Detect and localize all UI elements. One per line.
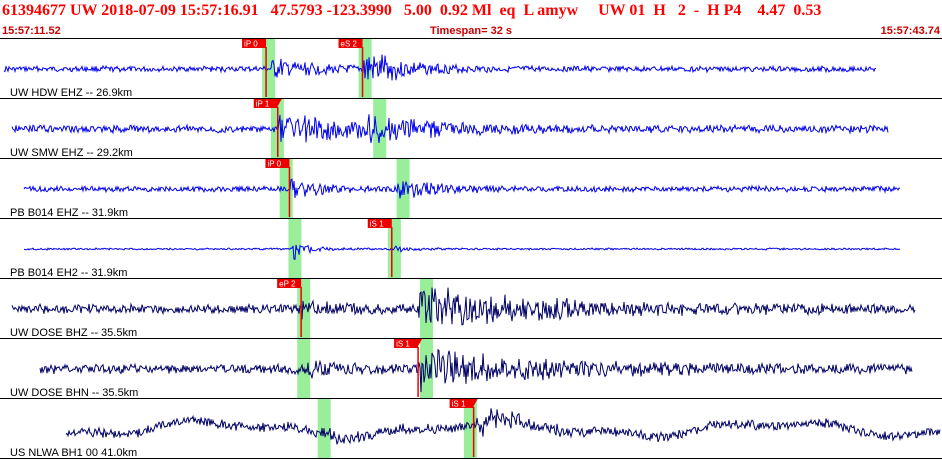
start-time: 15:57:11.52 bbox=[2, 25, 61, 37]
channel-label: UW HDW EHZ -- 26.9km bbox=[10, 87, 132, 99]
top-divider bbox=[0, 38, 942, 39]
waveform-trace bbox=[65, 408, 941, 445]
pick-label: iS 1 bbox=[370, 220, 384, 229]
pick-label-box[interactable] bbox=[265, 159, 290, 168]
channel-panel-6[interactable]: iS 1 US NLWA BH1 00 41.0km bbox=[0, 399, 942, 459]
waveform-trace bbox=[23, 178, 901, 199]
waveform-trace bbox=[24, 244, 901, 260]
pick-label: eP 2 bbox=[279, 280, 296, 289]
pick-label-box[interactable] bbox=[338, 39, 363, 48]
pick-label-box[interactable] bbox=[394, 339, 419, 348]
channel-label: US NLWA BH1 00 41.0km bbox=[10, 447, 137, 459]
channel-label: PB B014 EH2 -- 31.9km bbox=[10, 267, 127, 279]
channel-label: UW SMW EHZ -- 29.2km bbox=[10, 147, 133, 159]
waveform-trace bbox=[11, 114, 889, 143]
pick-label: iP 1 bbox=[256, 100, 270, 109]
red-triangle-icon[interactable] bbox=[414, 339, 423, 346]
end-time: 15:57:43.74 bbox=[880, 25, 940, 37]
pick-label: iS 1 bbox=[452, 400, 466, 409]
pick-label: iP 0 bbox=[244, 40, 258, 49]
waveform-trace bbox=[3, 54, 877, 81]
header-bar: 61394677 UW 2018-07-09 15:57:16.91 47.57… bbox=[0, 0, 942, 24]
pick-window-1 bbox=[373, 99, 387, 158]
pick-window-1 bbox=[420, 339, 434, 398]
red-triangle-icon[interactable] bbox=[273, 99, 282, 106]
channel-panel-0[interactable]: iP 0 eS 2 UW HDW EHZ -- 26.9km bbox=[0, 39, 942, 99]
channel-label: UW DOSE BHN -- 35.5km bbox=[10, 387, 138, 399]
pick-window-0 bbox=[288, 219, 302, 278]
channel-panel-1[interactable]: iP 1 UW SMW EHZ -- 29.2km bbox=[0, 99, 942, 159]
waveform-trace bbox=[39, 348, 913, 393]
pick-label-box[interactable] bbox=[449, 399, 474, 408]
pick-label-box[interactable] bbox=[277, 279, 302, 288]
red-triangle-icon[interactable] bbox=[469, 399, 478, 406]
pick-label-box[interactable] bbox=[253, 99, 278, 108]
channel-label: UW DOSE BHZ -- 35.5km bbox=[10, 327, 137, 339]
event-title: 61394677 UW 2018-07-09 15:57:16.91 47.57… bbox=[2, 2, 822, 19]
pick-label: iS 1 bbox=[396, 340, 410, 349]
channel-panel-3[interactable]: iS 1 PB B014 EH2 -- 31.9km bbox=[0, 219, 942, 279]
waveform-trace bbox=[11, 287, 916, 326]
pick-label-box[interactable] bbox=[367, 219, 392, 228]
channel-panel-4[interactable]: eP 2 UW DOSE BHZ -- 35.5km bbox=[0, 279, 942, 339]
channel-label: PB B014 EHZ -- 31.9km bbox=[10, 207, 128, 219]
timespan-label: Timespan= 32 s bbox=[429, 25, 513, 37]
pick-label: eS 2 bbox=[341, 40, 358, 49]
channel-panel-5[interactable]: iS 1 UW DOSE BHN -- 35.5km bbox=[0, 339, 942, 399]
seismogram-panel[interactable]: iP 0 eS 2 UW HDW EHZ -- 26.9km iP 1 UW SMW E… bbox=[0, 39, 942, 460]
pick-label-box[interactable] bbox=[242, 39, 267, 48]
pick-label: iP 0 bbox=[267, 160, 281, 169]
channel-panel-2[interactable]: iP 0 PB B014 EHZ -- 31.9km bbox=[0, 159, 942, 219]
